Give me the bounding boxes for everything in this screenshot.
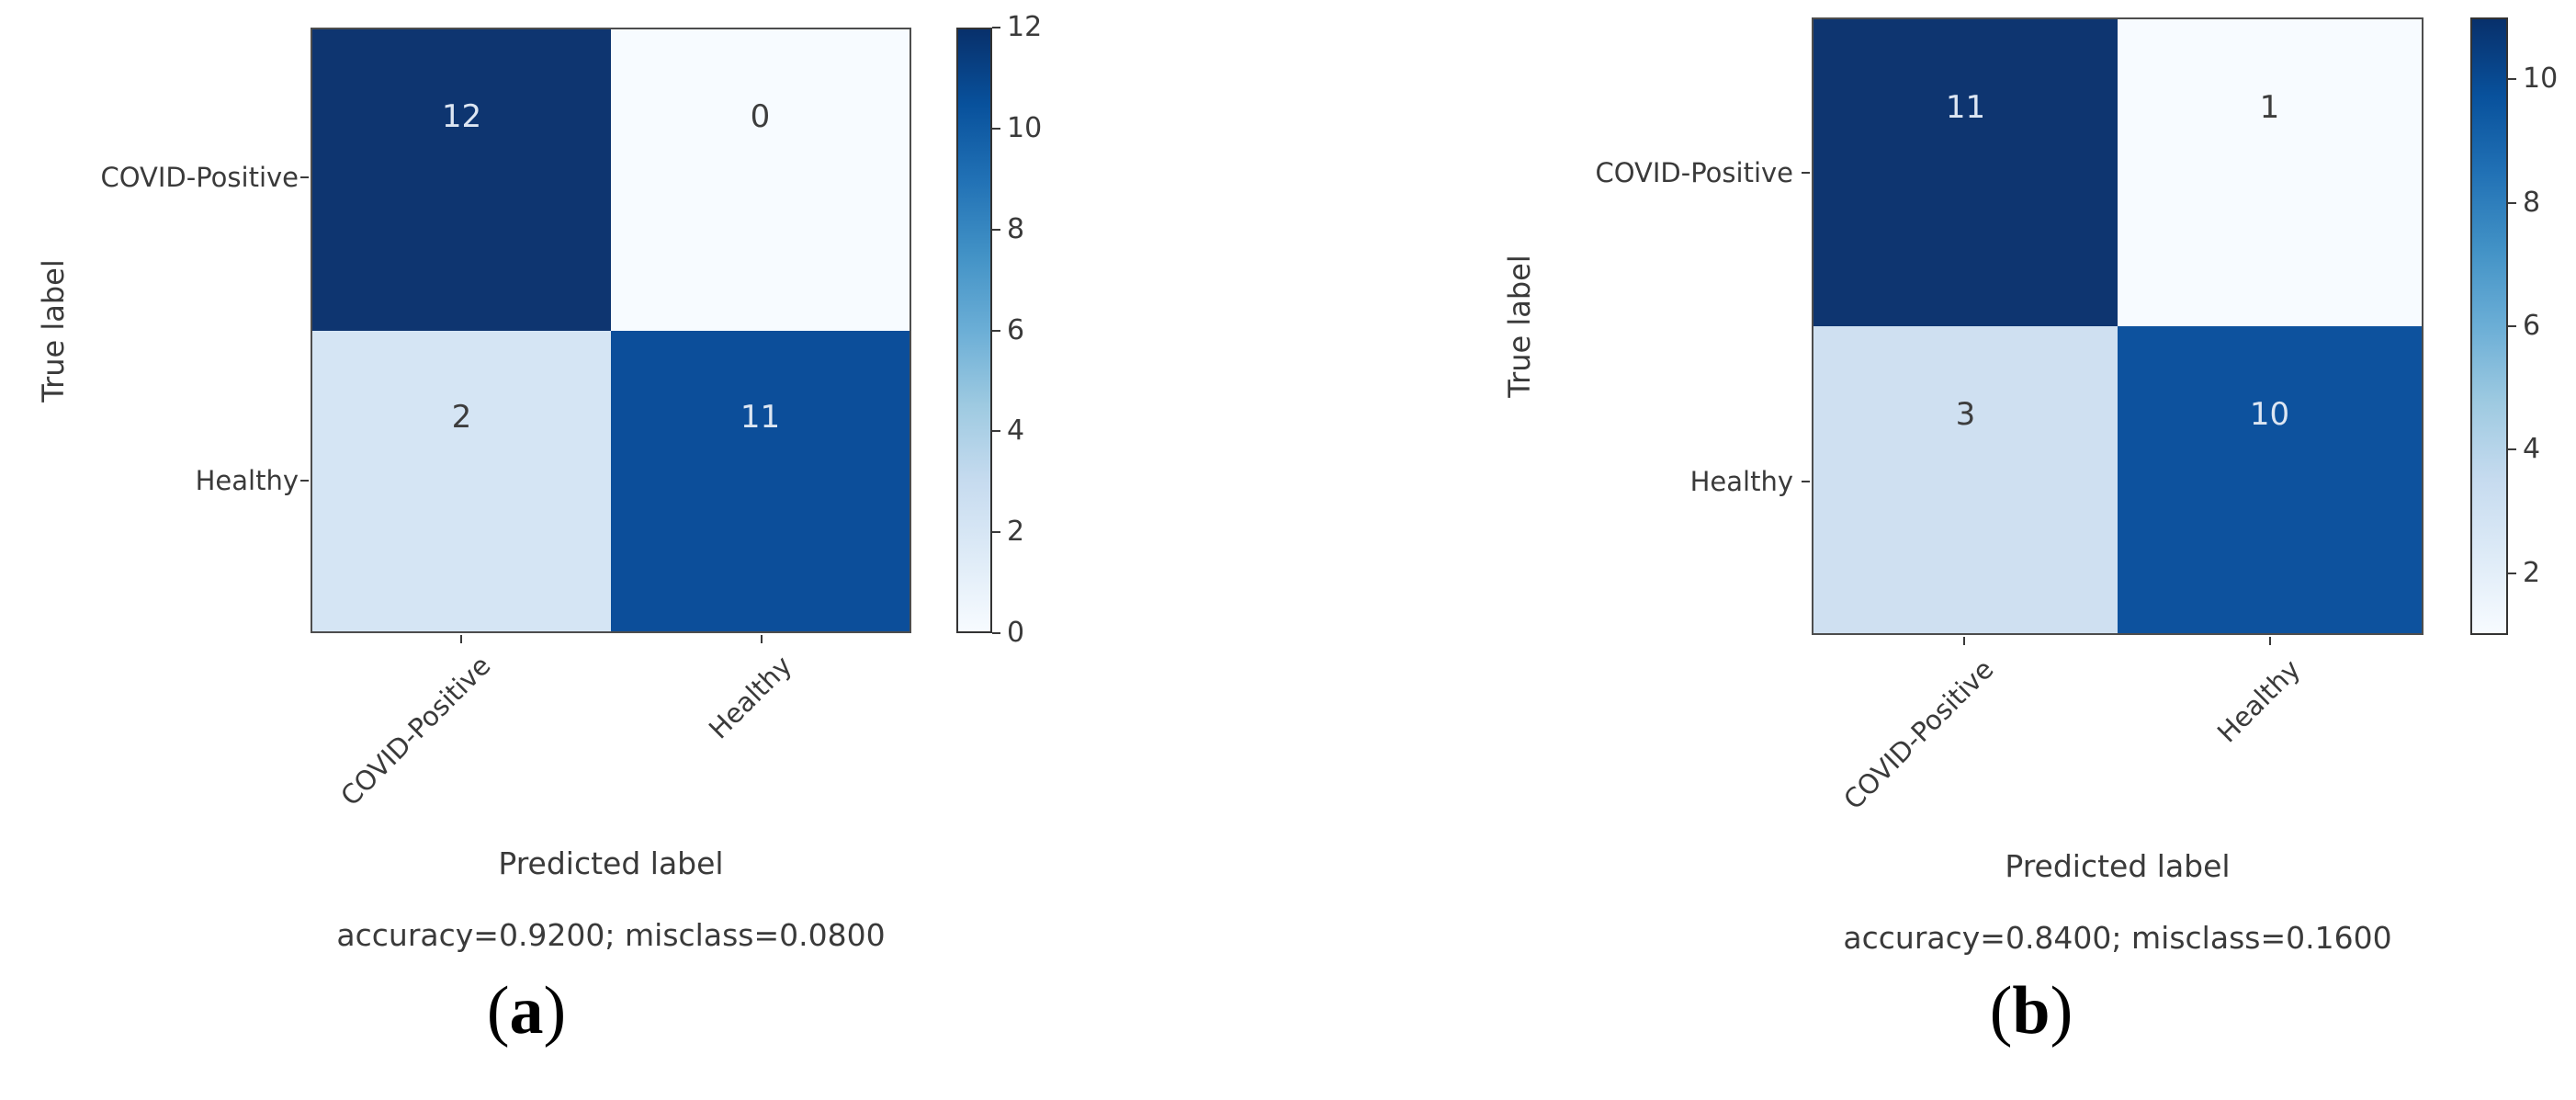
x-axis-title: Predicted label xyxy=(2005,848,2231,884)
cell-value: 3 xyxy=(1955,396,1976,434)
x-axis-tick-mark xyxy=(1963,637,1965,645)
cell-value: 2 xyxy=(451,399,472,437)
colorbar-tick-mark xyxy=(2508,201,2516,204)
y-axis-tick-mark xyxy=(1802,481,1810,482)
colorbar-tick-mark xyxy=(992,228,1000,231)
accuracy-annotation: accuracy=0.9200; misclass=0.0800 xyxy=(336,917,886,953)
matrix-cell-tp: 11 xyxy=(1813,19,2118,326)
colorbar-tick-label: 8 xyxy=(2523,186,2541,219)
y-axis-title: True label xyxy=(1502,255,1537,398)
matrix-cell-fn: 1 xyxy=(2118,19,2422,326)
x-tick-label-healthy: Healthy xyxy=(2210,653,2307,749)
colorbar-tick-mark xyxy=(992,27,1000,28)
caption-paren-close: ) xyxy=(543,973,567,1049)
y-axis-tick-mark xyxy=(300,176,309,178)
matrix-cell-fp: 3 xyxy=(1813,326,2118,633)
subfigure-caption-b: (b) xyxy=(1990,972,2073,1050)
colorbar-gradient xyxy=(2470,17,2508,635)
x-axis-tick-mark xyxy=(460,635,462,643)
cell-value: 0 xyxy=(750,97,771,135)
caption-paren-open: ( xyxy=(1989,973,2013,1049)
x-axis-tick-mark xyxy=(761,635,763,643)
x-tick-label-covid-positive: COVID-Positive xyxy=(1837,653,2001,816)
colorbar-tick-mark xyxy=(2508,325,2516,327)
y-axis-tick-mark xyxy=(1802,172,1810,174)
cell-value: 1 xyxy=(2259,89,2280,127)
panel-b: True label COVID-Positive Healthy 11 1 3… xyxy=(1288,0,2576,1100)
y-axis-tick-mark xyxy=(300,480,309,482)
accuracy-annotation: accuracy=0.8400; misclass=0.1600 xyxy=(1843,920,2392,956)
colorbar-tick-label: 4 xyxy=(2523,433,2541,466)
colorbar-gradient xyxy=(956,28,992,633)
matrix-cell-tp: 12 xyxy=(312,29,611,331)
colorbar-tick-label: 0 xyxy=(1007,617,1025,649)
subfigure-caption-a: (a) xyxy=(487,972,566,1050)
caption-paren-close: ) xyxy=(2050,973,2073,1049)
colorbar-tick-label: 2 xyxy=(2523,556,2541,589)
cell-value: 12 xyxy=(441,97,482,135)
colorbar-tick-mark xyxy=(992,632,1000,634)
colorbar-tick-mark xyxy=(2508,78,2516,81)
x-axis-tick-mark xyxy=(2269,637,2271,645)
y-tick-label-covid-positive: COVID-Positive xyxy=(100,162,299,193)
colorbar-tick-mark xyxy=(2508,448,2516,451)
cell-value: 10 xyxy=(2249,396,2290,434)
colorbar-tick-label: 6 xyxy=(2523,310,2541,342)
y-tick-label-healthy: Healthy xyxy=(195,465,299,496)
panel-a: True label COVID-Positive Healthy 12 0 2… xyxy=(36,14,1042,1050)
colorbar-tick-mark xyxy=(992,127,1000,130)
x-tick-label-covid-positive: COVID-Positive xyxy=(334,650,498,812)
colorbar-tick-mark xyxy=(2508,572,2516,574)
y-axis-title: True label xyxy=(36,259,71,403)
colorbar-tick-label: 6 xyxy=(1007,313,1025,346)
confusion-matrix-b: 11 1 3 10 xyxy=(1812,17,2423,635)
colorbar-tick-mark xyxy=(992,430,1000,433)
confusion-matrix-a: 12 0 2 11 xyxy=(311,28,911,633)
x-axis-title: Predicted label xyxy=(498,845,724,881)
colorbar-tick-label: 12 xyxy=(1007,11,1043,43)
colorbar-a: 12 10 8 6 4 2 0 xyxy=(956,14,1042,647)
colorbar-tick-mark xyxy=(992,531,1000,534)
matrix-cell-fp: 2 xyxy=(312,330,611,631)
cell-value: 11 xyxy=(740,399,781,437)
matrix-cell-tn: 11 xyxy=(611,330,910,631)
caption-paren-open: ( xyxy=(486,973,510,1049)
colorbar-tick-label: 10 xyxy=(2523,62,2559,96)
x-tick-label-healthy: Healthy xyxy=(702,650,798,745)
y-tick-label-covid-positive: COVID-Positive xyxy=(1595,157,1793,188)
colorbar-b: 10 8 6 4 2 xyxy=(2470,17,2558,635)
colorbar-tick-mark xyxy=(992,329,1000,332)
colorbar-tick-label: 8 xyxy=(1007,212,1025,245)
colorbar-tick-label: 4 xyxy=(1007,414,1025,448)
colorbar-tick-label: 10 xyxy=(1007,111,1043,144)
matrix-cell-fn: 0 xyxy=(611,29,910,331)
caption-letter: a xyxy=(509,973,544,1049)
matrix-cell-tn: 10 xyxy=(2118,326,2422,633)
y-tick-label-healthy: Healthy xyxy=(1689,466,1793,497)
caption-letter: b xyxy=(2012,973,2051,1049)
cell-value: 11 xyxy=(1945,89,1986,127)
colorbar-tick-label: 2 xyxy=(1007,516,1025,549)
